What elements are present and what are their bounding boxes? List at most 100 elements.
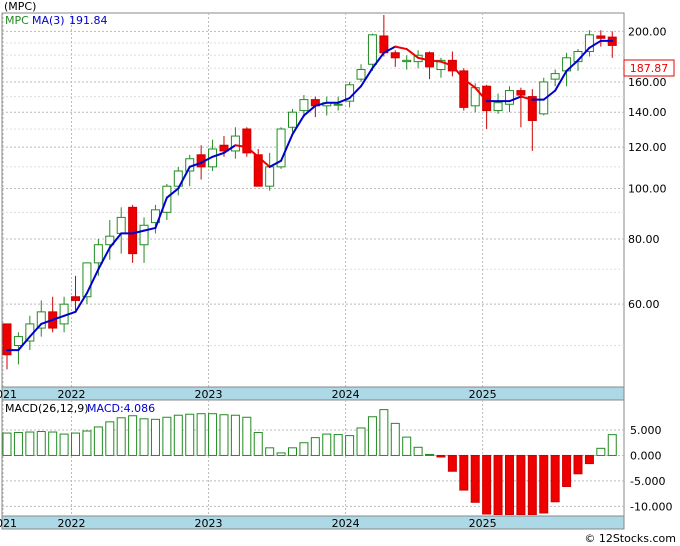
x-tick-label: 2021 (0, 388, 17, 401)
candle-body (71, 296, 81, 301)
candle-body (367, 34, 377, 65)
macd-bar (265, 447, 275, 456)
ticker-title: (MPC) (4, 0, 36, 13)
macd-bar (539, 454, 549, 514)
ma-segment (28, 322, 43, 338)
macd-bar (116, 417, 126, 456)
ma-segment (451, 64, 465, 81)
macd-bar (516, 454, 526, 516)
ma-segment (360, 67, 374, 88)
macd-bar (504, 454, 514, 516)
price-panel (1, 12, 625, 388)
ma-segment (302, 104, 317, 117)
legend-ma-value: 191.84 (69, 14, 108, 27)
ma-segment (245, 146, 260, 158)
moving-average-line (6, 39, 614, 352)
ma-segment (108, 232, 123, 249)
macd-bar (447, 454, 457, 472)
macd-bar (13, 432, 23, 456)
macd-bar (470, 454, 480, 503)
ma-segment (280, 133, 294, 162)
candle-body (276, 128, 286, 168)
macd-title: MACD(26,12,9) (5, 402, 89, 415)
ma-segment (165, 187, 180, 199)
macd-bar (93, 426, 103, 456)
x-tick-label: 2025 (469, 517, 497, 530)
candle-body (219, 144, 229, 152)
x-tick-label: 2025 (469, 388, 497, 401)
macd-bar (219, 414, 229, 456)
ma-segment (462, 78, 477, 89)
macd-bar (356, 427, 366, 456)
ma-segment (268, 159, 283, 168)
y-tick-label: 60.00 (628, 298, 660, 311)
macd-bar (59, 433, 69, 456)
ma-segment (565, 59, 579, 72)
candle-body (390, 52, 400, 59)
macd-bar (367, 416, 377, 456)
candle-body (82, 262, 92, 298)
ma-segment (234, 144, 248, 149)
candle-body (516, 90, 526, 96)
macd-bar (36, 431, 46, 456)
ma-segment (405, 48, 420, 59)
last-price-label: 187.87 (630, 62, 669, 75)
candle-body (2, 323, 12, 356)
macd-bar (173, 414, 183, 456)
macd-bar (527, 454, 537, 516)
price-date-strip (1, 386, 625, 401)
ma-segment (428, 59, 442, 63)
price-x-axis: 2021 2022 2023 2024 2025 (0, 388, 497, 401)
x-tick-label: 2022 (58, 517, 86, 530)
ma-segment (222, 144, 237, 154)
macd-bar (493, 454, 503, 516)
ma-segment (439, 60, 454, 67)
candle-body (550, 73, 560, 80)
macd-bar (71, 432, 81, 456)
macd-y-axis: 5.000 0.000 -5.000 -10.000 (630, 424, 672, 513)
price-legend: MPC MA(3) 191.84 (5, 14, 108, 27)
legend-ma-name: MA(3) (32, 14, 65, 27)
ma-segment (542, 89, 557, 101)
macd-bar (333, 434, 343, 456)
macd-legend: MACD(26,12,9) MACD:4.086 (5, 402, 155, 415)
ma-segment (40, 318, 54, 325)
y-tick-label: 80.00 (628, 233, 660, 246)
last-price-tag: 187.87 (623, 59, 675, 77)
x-tick-label: 2024 (332, 517, 360, 530)
ma-segment (51, 314, 66, 321)
macd-bar (48, 431, 58, 456)
macd-bar (230, 414, 240, 456)
macd-bar (425, 453, 435, 456)
candle-body (436, 59, 446, 71)
macd-tick-label: 0.000 (630, 449, 662, 462)
x-tick-label: 2021 (0, 517, 17, 530)
candle-body (539, 81, 549, 115)
y-tick-label: 200.00 (628, 25, 667, 38)
ma-segment (382, 45, 397, 54)
candle-body (402, 59, 412, 63)
macd-value: MACD:4.086 (87, 402, 155, 415)
ma-segment (85, 268, 100, 295)
candle-body (230, 135, 240, 152)
candle-body (128, 206, 138, 255)
candle-body (116, 216, 126, 234)
macd-bar (2, 432, 12, 456)
price-y-axis: 60.00 80.00 100.00 120.00 140.00 160.00 200.00 (628, 25, 667, 311)
ma-segment (211, 151, 225, 158)
candlesticks (2, 15, 617, 370)
ma-segment (417, 56, 431, 62)
ma-segment (63, 310, 77, 317)
macd-bar (105, 421, 115, 456)
candle-body (459, 70, 469, 108)
legend-symbol: MPC (5, 14, 29, 27)
candle-body (265, 166, 275, 187)
macd-bar (413, 446, 423, 456)
ma-segment (394, 45, 408, 51)
macd-bar (299, 442, 309, 456)
x-tick-label: 2022 (58, 388, 86, 401)
macd-bar (562, 454, 572, 488)
ma-segment (554, 69, 568, 92)
ma-segment (314, 101, 328, 107)
